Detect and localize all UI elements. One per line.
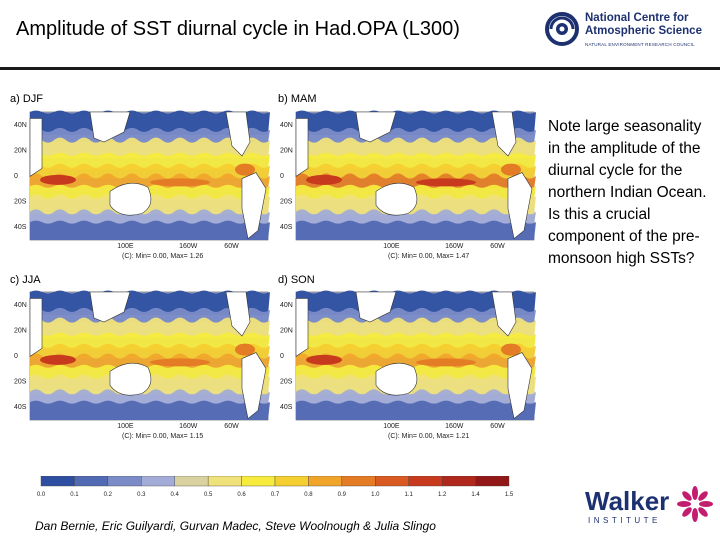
map-panel-son: 40N 20N 0 20S 40S 100E 160W 60W (C): Min= 0.00, … xyxy=(274,272,536,444)
lat-tick: 0 xyxy=(280,353,284,360)
walker-flower-icon xyxy=(677,486,713,522)
colorbar: 0.0 0.1 0.2 0.3 0.4 0.5 0.6 0.7 0.8 0.9 1.0 1.1 1.2 1… xyxy=(35,475,515,505)
season-label-jja: JJA xyxy=(22,274,41,286)
panel-minmax: (C): Min= 0.00, Max= 1.47 xyxy=(388,253,469,260)
author-credits: Dan Bernie, Eric Guilyardi, Gurvan Madec… xyxy=(35,519,436,533)
lat-tick: 40S xyxy=(14,404,27,411)
panel-label-d: d) SON xyxy=(278,274,315,286)
panel-label-c: c) JJA xyxy=(10,274,41,286)
panel-minmax: (C): Min= 0.00, Max= 1.26 xyxy=(122,253,203,260)
title-rule xyxy=(0,67,720,70)
lon-tick: 160W xyxy=(445,243,464,250)
lon-tick: 60W xyxy=(224,423,239,430)
colorbar-tick-label: 0.8 xyxy=(304,492,313,498)
lat-tick: 0 xyxy=(280,173,284,180)
colorbar-tick-label: 1.4 xyxy=(471,492,480,498)
lat-tick: 40S xyxy=(280,404,293,411)
colorbar-segment xyxy=(308,475,343,487)
lat-tick: 20S xyxy=(280,379,293,386)
lat-tick: 20N xyxy=(14,147,27,154)
colorbar-segment xyxy=(207,475,242,487)
lat-tick: 20N xyxy=(280,147,293,154)
panel-label-a: a) DJF xyxy=(10,93,44,105)
lat-tick: 20N xyxy=(280,327,293,334)
colorbar-tick-label: 0.2 xyxy=(104,492,113,498)
colorbar-tick-label: 1.5 xyxy=(505,492,514,498)
lon-tick: 100E xyxy=(383,243,400,250)
lat-tick: 0 xyxy=(14,353,18,360)
ncas-council: NATURAL ENVIRONMENT RESEARCH COUNCIL xyxy=(585,42,695,47)
walker-institute-logo: Walker INSTITUTE xyxy=(585,484,715,534)
colorbar-segment xyxy=(475,475,510,487)
map-panel-djf: 40N 20N 0 20S 40S 100E 160W 60W (C): Min= 0.00, … xyxy=(8,92,270,264)
panel-label-b: b) MAM xyxy=(278,93,317,105)
lon-tick: 160W xyxy=(445,423,464,430)
lon-tick: 160W xyxy=(179,423,198,430)
ncas-logo: National Centre for Atmospheric Science … xyxy=(545,10,715,60)
season-label-djf: DJF xyxy=(22,93,44,105)
colorbar-segment xyxy=(141,475,175,487)
lon-tick: 60W xyxy=(490,423,505,430)
lat-tick: 20N xyxy=(14,327,27,334)
season-label-mam: MAM xyxy=(290,93,317,105)
colorbar-segment xyxy=(375,475,409,487)
ncas-name-line2: Atmospheric Science xyxy=(585,25,702,37)
lat-tick: 40N xyxy=(14,302,27,309)
lat-tick: 40S xyxy=(280,224,293,231)
lon-tick: 60W xyxy=(490,243,505,250)
slide-title: Amplitude of SST diurnal cycle in Had.OP… xyxy=(16,18,460,40)
side-note: Note large seasonality in the amplitude … xyxy=(548,118,707,267)
lat-tick: 20S xyxy=(14,199,27,206)
colorbar-tick-label: 0.7 xyxy=(271,492,280,498)
colorbar-segment xyxy=(40,475,75,487)
colorbar-segment xyxy=(274,475,309,487)
colorbar-tick-label: 0.3 xyxy=(137,492,146,498)
colorbar-segment xyxy=(341,475,376,487)
lon-tick: 160W xyxy=(179,243,198,250)
colorbar-tick-label: 1.2 xyxy=(438,492,447,498)
panel-minmax: (C): Min= 0.00, Max= 1.21 xyxy=(388,433,469,440)
colorbar-segment xyxy=(174,475,209,487)
map-panel-mam: 40N 20N 0 20S 40S 100E 160W 60W (C): Min= 0.00, … xyxy=(274,92,536,264)
colorbar-tick-label: 1.1 xyxy=(405,492,414,498)
ncas-swirl-icon xyxy=(545,12,579,46)
lat-tick: 40N xyxy=(280,122,293,129)
lat-tick: 20S xyxy=(14,379,27,386)
walker-word: Walker xyxy=(585,486,670,516)
lon-tick: 100E xyxy=(383,423,400,430)
lat-tick: 40S xyxy=(14,224,27,231)
colorbar-segment xyxy=(408,475,443,487)
panel-minmax: (C): Min= 0.00, Max= 1.15 xyxy=(122,433,203,440)
ncas-name-line1: National Centre for xyxy=(585,12,689,24)
lat-tick: 40N xyxy=(14,122,27,129)
lat-tick: 40N xyxy=(280,302,293,309)
lon-tick: 60W xyxy=(224,243,239,250)
colorbar-segment xyxy=(74,475,109,487)
colorbar-tick-label: 0.5 xyxy=(204,492,213,498)
lon-tick: 100E xyxy=(117,243,134,250)
colorbar-tick-label: 0.1 xyxy=(70,492,79,498)
colorbar-segment xyxy=(241,475,276,487)
colorbar-tick-label: 0.6 xyxy=(237,492,246,498)
colorbar-segment xyxy=(107,475,142,487)
colorbar-segment xyxy=(441,475,476,487)
lat-tick: 20S xyxy=(280,199,293,206)
lat-tick: 0 xyxy=(14,173,18,180)
map-panel-jja: 40N 20N 0 20S 40S 100E 160W 60W (C): Min= 0.00, … xyxy=(8,272,270,444)
colorbar-tick-label: 1.0 xyxy=(371,492,380,498)
walker-sub: INSTITUTE xyxy=(588,516,661,525)
colorbar-tick-label: 0.4 xyxy=(171,492,180,498)
season-label-son: SON xyxy=(290,274,315,286)
colorbar-tick-label: 0.9 xyxy=(338,492,347,498)
colorbar-tick-label: 0.0 xyxy=(37,492,46,498)
lon-tick: 100E xyxy=(117,423,134,430)
